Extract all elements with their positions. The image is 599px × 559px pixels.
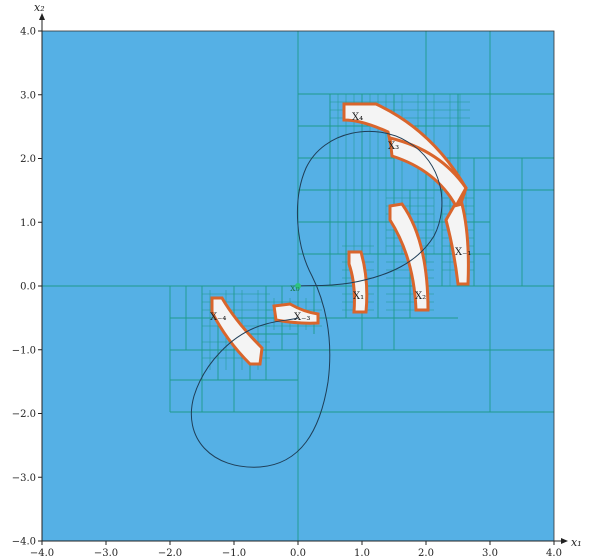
- y-tick-label: 0.0: [20, 282, 36, 293]
- y-tick-label: −4.0: [12, 537, 36, 548]
- region-x-3: [272, 302, 320, 325]
- x-tick-label: −3.0: [94, 548, 118, 559]
- y-tick-label: 1.0: [20, 218, 36, 229]
- y-tick-label: −3.0: [12, 473, 36, 484]
- trajectory-curve: [190, 130, 443, 468]
- x-tick-label: 4.0: [546, 548, 562, 559]
- x-tick-label: −1.0: [222, 548, 246, 559]
- region-x-4: [210, 296, 264, 366]
- axes: [39, 13, 568, 544]
- label-x-1: X₋₁: [455, 247, 471, 258]
- y-tick-label: 3.0: [20, 90, 36, 101]
- x-tick-label: 1.0: [354, 548, 370, 559]
- y-tick-label: −2.0: [12, 409, 36, 420]
- x-tick-label: 0.0: [290, 548, 306, 559]
- label-start: x₀: [290, 283, 300, 294]
- x-axis-ticks: −4.0 −3.0 −2.0 −1.0 0.0 1.0 2.0 3.0 4.0: [30, 541, 562, 559]
- x-axis-label: x₁: [571, 536, 582, 549]
- label-x-4: X₋₄: [210, 312, 226, 323]
- label-x1: X₁: [353, 291, 364, 302]
- y-tick-label: 2.0: [20, 154, 36, 165]
- x-tick-label: −4.0: [30, 548, 54, 559]
- x-tick-label: 2.0: [418, 548, 434, 559]
- region-x-1: [444, 202, 470, 286]
- y-axis-label: x₂: [34, 1, 45, 14]
- y-tick-label: 4.0: [20, 27, 36, 38]
- label-x2: X₂: [415, 291, 426, 302]
- start-marker: [295, 283, 301, 289]
- label-x3: X₃: [388, 141, 399, 152]
- label-x-3: X₋₃: [294, 312, 310, 323]
- x-tick-label: −2.0: [158, 548, 182, 559]
- x-tick-label: 3.0: [482, 548, 498, 559]
- region-x1: [347, 250, 369, 314]
- y-axis-ticks: −4.0 −3.0 −2.0 −1.0 0.0 1.0 2.0 3.0 4.0: [12, 27, 42, 548]
- label-x4: X₄: [352, 112, 363, 123]
- y-tick-label: −1.0: [12, 345, 36, 356]
- region-x2: [388, 202, 430, 312]
